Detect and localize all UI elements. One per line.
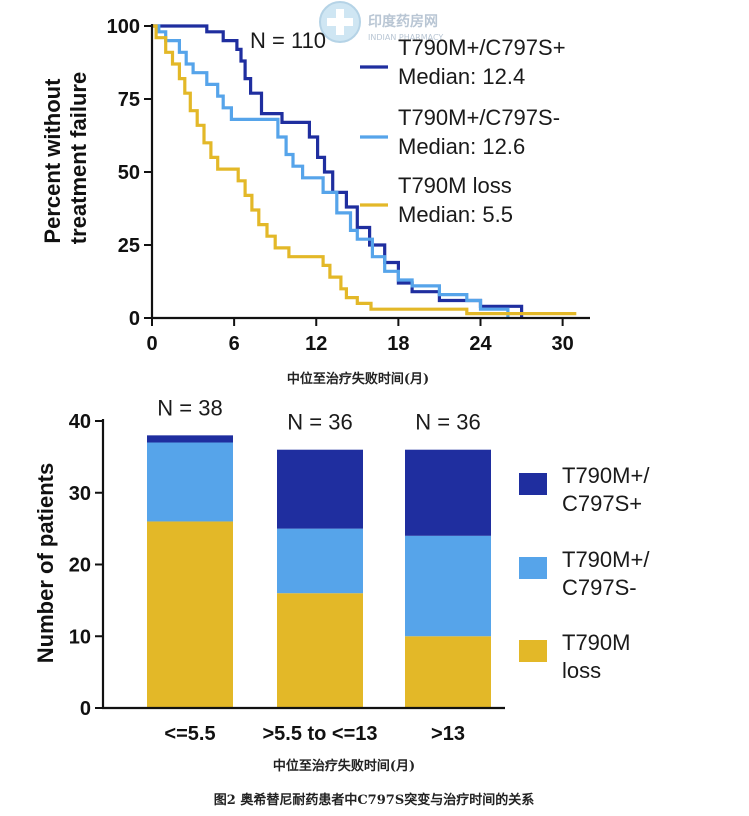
bar-legend-line: loss [562, 658, 601, 683]
bar-ytick-label: 30 [69, 483, 91, 505]
km-series-2 [152, 24, 577, 316]
km-curves [152, 24, 577, 318]
bar-category-label: >5.5 to <=13 [262, 723, 377, 745]
bar-total-label: N = 36 [287, 410, 352, 435]
bar-segment [405, 449, 491, 536]
km-xtick-label: 0 [146, 333, 157, 355]
km-ytick-label: 0 [129, 308, 140, 330]
bar-segment [147, 521, 233, 708]
km-legend-median: Median: 12.6 [398, 134, 525, 159]
bar-chart: N = 38 N = 36 N = 36 <=5.5 >5.5 to <=13 >13 0… [33, 395, 650, 774]
bar-legend-line: T790M [562, 630, 630, 655]
bar-segment [147, 435, 233, 443]
km-annotation: N = 110 [250, 28, 326, 53]
bar-segment [277, 528, 363, 594]
bar-axes: <=5.5 >5.5 to <=13 >13 0 10 20 30 40 [69, 411, 505, 745]
bar-ytick-label: 20 [69, 555, 91, 577]
bar-ytick-label: 40 [69, 411, 91, 433]
bar-legend: T790M+/ C797S+ T790M+/ C797S- T790M loss [519, 463, 650, 683]
km-chart: 0 25 50 75 100 0 6 12 18 24 30 N = 110 Percent wit… [40, 16, 590, 387]
bar-segment [147, 442, 233, 522]
km-xtick-label: 30 [552, 333, 574, 355]
km-legend-name: T790M+/C797S- [398, 105, 560, 130]
km-legend-name: T790M+/C797S+ [398, 35, 566, 60]
km-ylabel: Percent without treatment failure [40, 72, 91, 244]
km-xtick-label: 18 [387, 333, 409, 355]
bar-ylabel: Number of patients [33, 463, 58, 663]
watermark-cross-h [327, 18, 353, 26]
km-xtick-label: 24 [469, 333, 492, 355]
bar-legend-swatch [519, 473, 547, 495]
km-ytick-label: 75 [118, 89, 140, 111]
km-xtick-label: 6 [229, 333, 240, 355]
bar-category-label: <=5.5 [164, 723, 215, 745]
bar-segment [277, 593, 363, 708]
bar-legend-line: C797S- [562, 575, 637, 600]
km-legend-name: T790M loss [398, 173, 512, 198]
bar-legend-line: C797S+ [562, 491, 642, 516]
km-legend: T790M+/C797S+ Median: 12.4 T790M+/C797S- Me… [360, 35, 566, 227]
km-legend-median: Median: 5.5 [398, 202, 513, 227]
bar-xlabel: 中位至治疗失败时间(月) [273, 758, 415, 774]
km-axes: 0 25 50 75 100 0 6 12 18 24 30 [107, 16, 590, 355]
watermark: 印度药房网 INDIAN PHARMACY [319, 1, 443, 43]
km-legend-median: Median: 12.4 [398, 64, 525, 89]
km-ytick-label: 50 [118, 162, 140, 184]
bar-ytick-label: 10 [69, 626, 91, 648]
km-series-1 [152, 24, 510, 318]
km-ylabel-line-2: treatment failure [66, 72, 91, 244]
watermark-name: 印度药房网 [368, 13, 438, 30]
bar-legend-swatch [519, 557, 547, 579]
bar-total-label: N = 36 [415, 410, 480, 435]
km-ylabel-line-1: Percent without [40, 78, 65, 244]
bar-segment [277, 449, 363, 529]
bar-bars: N = 38 N = 36 N = 36 [147, 395, 491, 708]
bar-legend-line: T790M+/ [562, 463, 650, 488]
km-xlabel: 中位至治疗失败时间(月) [287, 371, 429, 387]
watermark-sub: INDIAN PHARMACY [368, 33, 443, 42]
bar-category-label: >13 [431, 723, 465, 745]
km-xtick-label: 12 [305, 333, 327, 355]
km-ytick-label: 25 [118, 235, 140, 257]
bar-legend-swatch [519, 640, 547, 662]
figure-caption: 图2 奥希替尼耐药患者中C797S突变与治疗时间的关系 [214, 792, 534, 808]
bar-segment [405, 535, 491, 637]
bar-total-label: N = 38 [157, 395, 222, 420]
km-ytick-label: 100 [107, 16, 140, 38]
bar-legend-line: T790M+/ [562, 547, 650, 572]
bar-ytick-label: 0 [80, 698, 91, 720]
bar-segment [405, 636, 491, 708]
